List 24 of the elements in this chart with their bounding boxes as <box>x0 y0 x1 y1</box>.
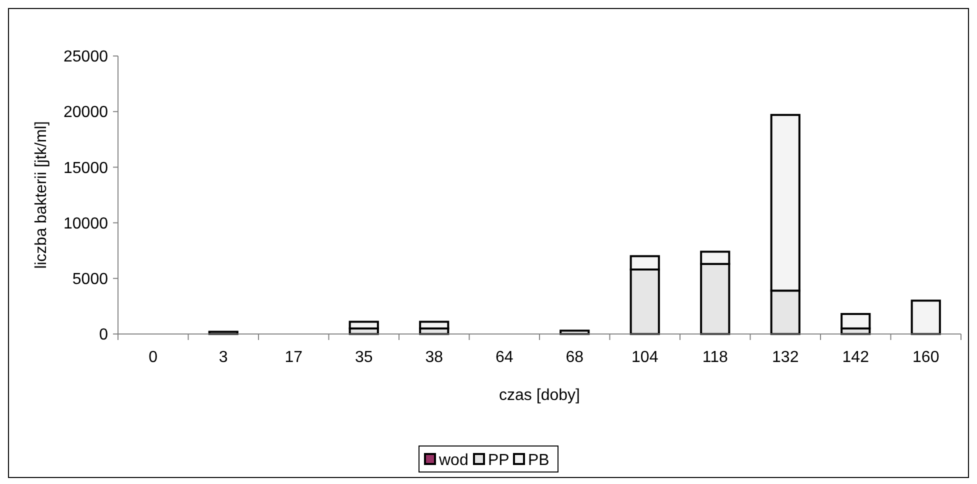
legend-label: PB <box>528 452 550 469</box>
x-tick-label: 3 <box>218 349 228 366</box>
y-axis-title: liczba bakterii [jtk/ml] <box>33 121 50 269</box>
x-tick-label: 38 <box>425 349 444 366</box>
y-tick-label: 5000 <box>72 271 108 288</box>
y-tick-label: 0 <box>99 326 108 344</box>
x-tick-label: 142 <box>842 349 870 366</box>
x-tick-label: 35 <box>354 349 373 366</box>
x-axis-title: czas [doby] <box>499 387 580 404</box>
x-tick-label: 104 <box>632 349 658 366</box>
legend-label: wod <box>438 452 468 469</box>
y-tick-label: 10000 <box>64 215 108 232</box>
x-tick-label: 118 <box>702 349 728 366</box>
x-tick-label: 64 <box>495 349 514 366</box>
x-tick-label: 68 <box>566 349 584 366</box>
x-tick-label: 0 <box>148 349 158 366</box>
y-tick-label: 20000 <box>64 104 108 122</box>
x-tick-label: 160 <box>912 349 940 366</box>
y-tick-label: 25000 <box>64 48 108 66</box>
bar <box>910 300 941 335</box>
x-tick-label: 17 <box>284 349 303 366</box>
legend-label: PP <box>488 452 510 469</box>
x-tick-label: 132 <box>772 349 799 366</box>
y-tick-label: 15000 <box>64 160 108 177</box>
